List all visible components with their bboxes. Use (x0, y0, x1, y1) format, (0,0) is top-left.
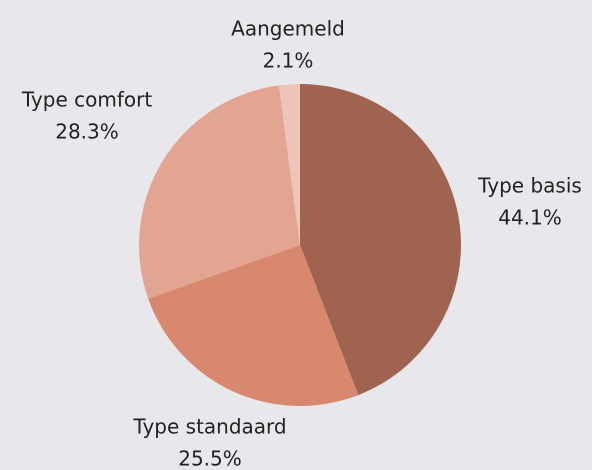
slice-label: Aangemeld (231, 17, 345, 41)
slice-value-label: 44.1% (498, 206, 562, 230)
slice-label: Type basis (477, 174, 582, 198)
pie-slice (139, 85, 300, 299)
slice-value-label: 25.5% (178, 447, 242, 470)
slice-value-label: 2.1% (263, 49, 314, 73)
pie-slice (148, 245, 359, 406)
slice-label: Type comfort (21, 88, 153, 112)
pie-slice (278, 84, 300, 245)
slice-value-label: 28.3% (55, 120, 119, 144)
pie-slice (300, 84, 461, 396)
slice-label: Type standaard (132, 415, 286, 439)
